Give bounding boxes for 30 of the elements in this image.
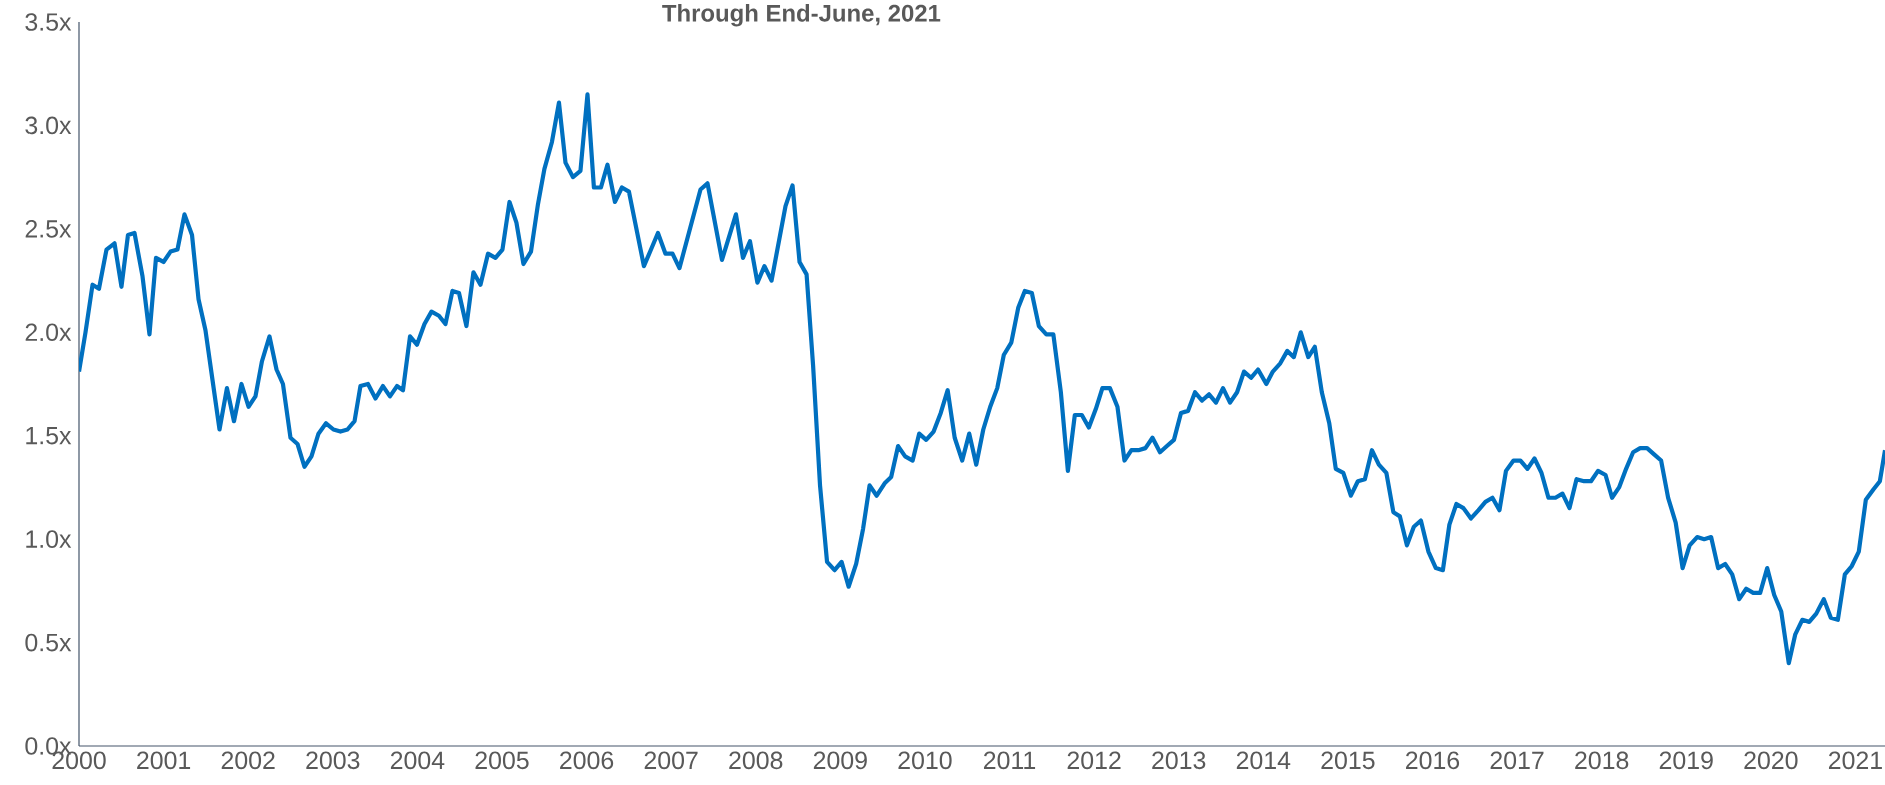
x-tick-label: 2017 xyxy=(1490,751,1544,770)
x-tick-label: 2005 xyxy=(475,751,529,770)
y-tick-label: 2.0x xyxy=(25,323,72,342)
x-tick-label: 2015 xyxy=(1321,751,1375,770)
x-tick-label: 2006 xyxy=(560,751,614,770)
x-tick-label: 2002 xyxy=(221,751,275,770)
x-tick-label: 2014 xyxy=(1236,751,1291,770)
x-tick-label: 2010 xyxy=(898,751,952,770)
x-tick-label: 2016 xyxy=(1406,751,1460,770)
x-tick-label: 2021 xyxy=(1828,751,1882,770)
x-tick-label: 2007 xyxy=(644,751,698,770)
y-tick-label: 3.5x xyxy=(25,13,72,31)
x-tick-label: 2004 xyxy=(390,751,445,770)
chart-title: Through End-June, 2021 xyxy=(662,4,941,27)
x-tick-label: 2008 xyxy=(729,751,783,770)
y-tick-label: 2.5x xyxy=(25,220,72,238)
x-tick-label: 2018 xyxy=(1575,751,1629,770)
y-tick-label: 3.0x xyxy=(25,116,72,135)
y-tick-label: 0.5x xyxy=(25,633,72,652)
x-tick-label: 2013 xyxy=(1152,751,1206,770)
x-tick-label: 2020 xyxy=(1744,751,1798,770)
line-series xyxy=(79,92,1885,666)
y-tick-label: 1.5x xyxy=(26,427,72,445)
x-tick-label: 2003 xyxy=(306,751,360,770)
x-tick-label: 2011 xyxy=(983,751,1036,770)
x-tick-label: 2012 xyxy=(1067,751,1121,770)
x-tick-label: 2019 xyxy=(1659,751,1713,770)
x-tick-label: 2001 xyxy=(137,751,191,770)
y-tick-label: 1.0x xyxy=(26,530,72,548)
x-tick-label: 2009 xyxy=(813,751,867,770)
